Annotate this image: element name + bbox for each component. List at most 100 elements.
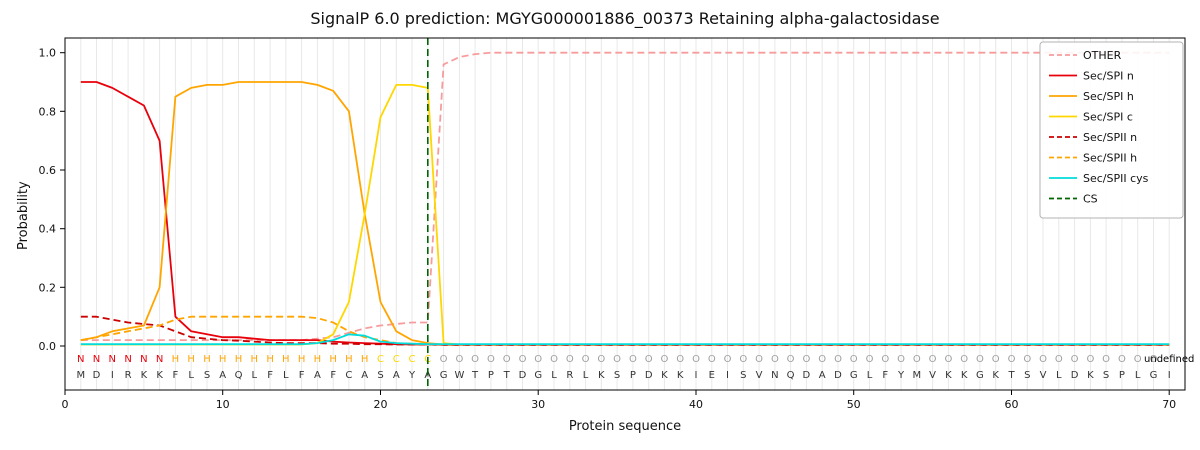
svg-text:O: O (1150, 354, 1158, 365)
svg-text:K: K (945, 370, 952, 381)
svg-text:50: 50 (847, 398, 861, 411)
svg-text:H: H (298, 354, 306, 365)
svg-text:G: G (976, 370, 984, 381)
svg-text:S: S (740, 370, 746, 381)
svg-text:V: V (756, 370, 763, 381)
svg-text:O: O (1134, 354, 1142, 365)
svg-text:O: O (503, 354, 511, 365)
svg-text:F: F (299, 370, 305, 381)
svg-text:C: C (345, 370, 352, 381)
svg-text:G: G (534, 370, 542, 381)
svg-text:H: H (329, 354, 337, 365)
svg-text:N: N (109, 354, 116, 365)
series-line-Sec-SPI-h (80, 81, 1170, 346)
svg-text:K: K (1087, 370, 1094, 381)
svg-text:O: O (976, 354, 984, 365)
svg-text:O: O (660, 354, 668, 365)
svg-text:S: S (1024, 370, 1030, 381)
svg-text:I: I (111, 370, 114, 381)
svg-text:K: K (992, 370, 999, 381)
svg-text:F: F (267, 370, 273, 381)
svg-text:O: O (1023, 354, 1031, 365)
svg-text:K: K (961, 370, 968, 381)
svg-text:K: K (156, 370, 163, 381)
svg-text:L: L (583, 370, 589, 381)
svg-text:I: I (1168, 370, 1171, 381)
svg-text:D: D (519, 370, 527, 381)
svg-text:V: V (929, 370, 936, 381)
svg-text:A: A (314, 370, 321, 381)
svg-text:O: O (519, 354, 527, 365)
svg-text:O: O (802, 354, 810, 365)
svg-text:F: F (882, 370, 888, 381)
svg-text:O: O (944, 354, 952, 365)
svg-text:H: H (203, 354, 211, 365)
svg-text:H: H (219, 354, 227, 365)
svg-text:I: I (695, 370, 698, 381)
svg-text:0.6: 0.6 (39, 164, 57, 177)
svg-text:O: O (913, 354, 921, 365)
svg-text:1.0: 1.0 (39, 47, 57, 60)
svg-text:O: O (582, 354, 590, 365)
svg-text:M: M (912, 370, 921, 381)
svg-text:N: N (93, 354, 100, 365)
svg-text:O: O (787, 354, 795, 365)
svg-text:D: D (803, 370, 811, 381)
svg-text:K: K (677, 370, 684, 381)
svg-text:R: R (125, 370, 132, 381)
svg-text:K: K (141, 370, 148, 381)
svg-text:0.4: 0.4 (39, 223, 57, 236)
svg-text:H: H (345, 354, 353, 365)
svg-text:D: D (645, 370, 653, 381)
y-axis-label: Probability (16, 181, 31, 250)
svg-text:H: H (251, 354, 259, 365)
svg-text:O: O (739, 354, 747, 365)
svg-text:undefined: undefined (1144, 354, 1194, 365)
svg-text:L: L (283, 370, 289, 381)
svg-text:O: O (755, 354, 763, 365)
legend: OTHER Sec/SPI n Sec/SPI h Sec/SPI c Sec/SPII… (1039, 41, 1184, 219)
svg-text:I: I (726, 370, 729, 381)
svg-text:O: O (692, 354, 700, 365)
svg-text:O: O (1118, 354, 1126, 365)
svg-text:O: O (534, 354, 542, 365)
series-line-Sec-SPII-cys (80, 333, 1170, 346)
svg-text:O: O (471, 354, 479, 365)
svg-text:A: A (393, 370, 400, 381)
svg-text:H: H (314, 354, 322, 365)
svg-text:T: T (471, 370, 479, 381)
svg-text:S: S (204, 370, 210, 381)
series-line-Sec-SPI-n (80, 81, 1170, 346)
svg-text:L: L (1056, 370, 1062, 381)
series-line-OTHER (80, 51, 1170, 342)
svg-text:Sec/SPII n: Sec/SPII n (1083, 131, 1137, 144)
svg-text:CS: CS (1083, 193, 1098, 206)
svg-text:P: P (630, 370, 636, 381)
x-axis-label: Protein sequence (568, 419, 682, 434)
svg-text:N: N (140, 354, 147, 365)
svg-text:P: P (1119, 370, 1125, 381)
svg-text:20: 20 (374, 398, 388, 411)
svg-text:E: E (709, 370, 715, 381)
svg-text:Y: Y (897, 370, 905, 381)
svg-text:C: C (409, 354, 416, 365)
axis-ticks (60, 52, 1170, 395)
plot-frame (64, 37, 1186, 391)
svg-text:Sec/SPI n: Sec/SPI n (1083, 70, 1134, 83)
svg-text:G: G (440, 370, 448, 381)
axis-tick-labels: 0.0 0.2 0.4 0.6 0.8 1.0 0 10 20 30 40 50 60 70 (39, 47, 1177, 411)
svg-text:Sec/SPII h: Sec/SPII h (1083, 152, 1137, 165)
svg-text:A: A (819, 370, 826, 381)
svg-text:Sec/SPI h: Sec/SPI h (1083, 90, 1134, 103)
series-line-Sec-SPII-n (80, 315, 1170, 346)
legend-box (1039, 41, 1184, 219)
svg-text:O: O (992, 354, 1000, 365)
svg-text:O: O (724, 354, 732, 365)
svg-text:0.8: 0.8 (39, 105, 57, 118)
svg-text:O: O (566, 354, 574, 365)
svg-text:P: P (488, 370, 494, 381)
svg-text:O: O (455, 354, 463, 365)
svg-text:O: O (881, 354, 889, 365)
